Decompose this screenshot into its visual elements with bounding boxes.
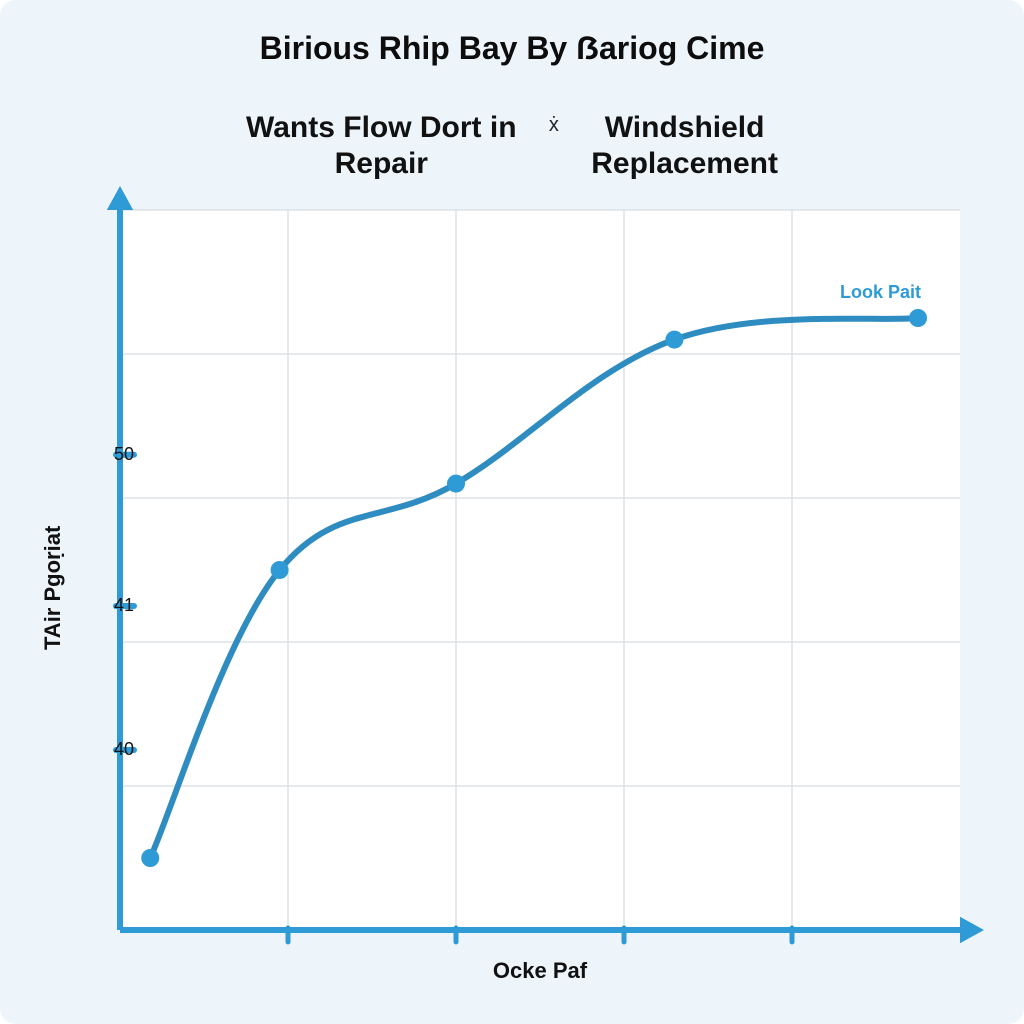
y-tick-label: 40 [114,739,134,760]
y-tick-label: 41 [114,595,134,616]
series-end-label: Look Pait [840,282,921,303]
y-tick-label: 50 [114,444,134,465]
y-axis-label: TAir Pgoṛiat [40,526,66,650]
chart-card: Birious Rhip Bay By ẞariog Cime Wants Fl… [0,0,1024,1024]
line-chart [0,0,1024,1024]
x-axis-label: Ocke Paf [120,958,960,984]
